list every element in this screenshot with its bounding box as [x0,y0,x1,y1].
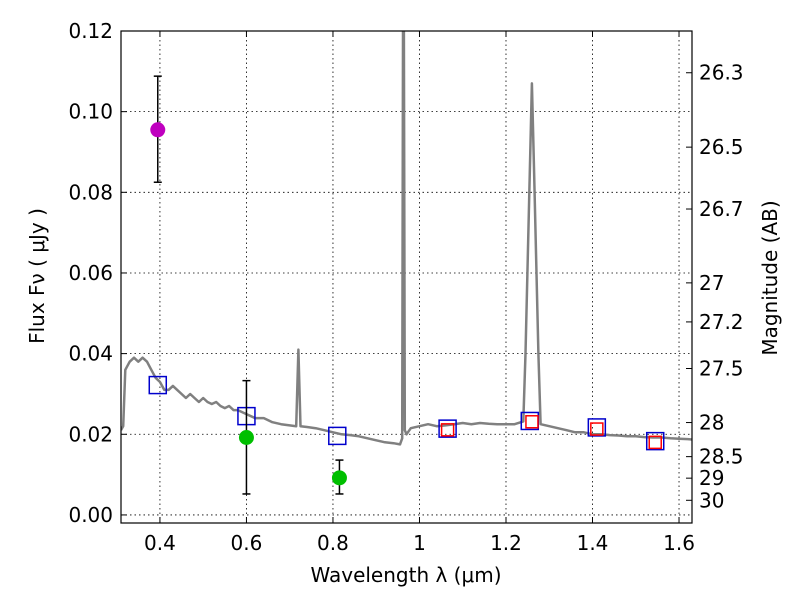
model-sed-line [121,31,692,446]
y-tick-label: 0.08 [68,180,113,204]
model-square-marker [438,419,457,438]
magnitude-tick-label: 26.3 [699,61,744,85]
magnitude-tick-label: 28 [699,411,724,435]
model-square-marker [328,426,347,446]
x-tick-label: 1.6 [663,531,695,555]
plot-area [121,31,692,495]
observed-square-marker [525,415,539,429]
magnitude-tick-label: 30 [699,488,724,512]
y-tick-label: 0.00 [68,503,113,527]
model-square-marker [587,418,607,437]
magnitude-tick-label: 26.5 [699,135,744,159]
observed-square-marker [440,423,455,437]
model-square-marker [645,431,665,451]
y-axis-ticks: 0.00 0.02 0.04 0.06 0.08 0.10 0.12 [68,19,127,527]
y-tick-label: 0.12 [68,19,113,43]
grid [121,30,692,523]
magnitude-tick-label: 26.7 [699,197,744,221]
x-tick-label: 1.4 [577,531,609,555]
x-tick-label: 1.2 [490,531,522,555]
y-tick-label: 0.06 [68,261,113,285]
optical-data-point [331,470,347,486]
magnitude-tick-label: 27 [699,271,724,295]
x-tick-label: 0.8 [317,531,349,555]
magnitude-tick-label: 27.2 [699,310,744,334]
plot-frame [120,30,693,524]
magnitude-tick-label: 29 [699,466,724,490]
magnitude-tick-label: 28.5 [699,445,744,469]
y-tick-label: 0.04 [68,342,113,366]
y-tick-label: 0.10 [68,100,113,124]
series-layer [121,31,692,495]
optical-data-point [238,430,254,446]
magnitude-axis-label: Magnitude (AB) [758,200,782,355]
magnitude-tick-label: 27.5 [699,357,744,381]
observed-square-marker [648,435,662,450]
observed-square-marker [590,422,604,436]
uv-data-point [150,122,166,138]
model-square-marker [148,375,168,395]
x-tick-label: 1 [413,531,426,555]
y-tick-label: 0.02 [68,422,113,446]
x-axis-ticks: 0.4 0.6 0.8 1 1.2 1.4 1.6 [144,31,695,555]
x-tick-label: 0.6 [231,531,263,555]
y-axis-label: Flux Fν ( μJy ) [25,208,49,344]
x-axis-label: Wavelength λ (μm) [310,563,501,587]
x-tick-label: 0.4 [144,531,176,555]
